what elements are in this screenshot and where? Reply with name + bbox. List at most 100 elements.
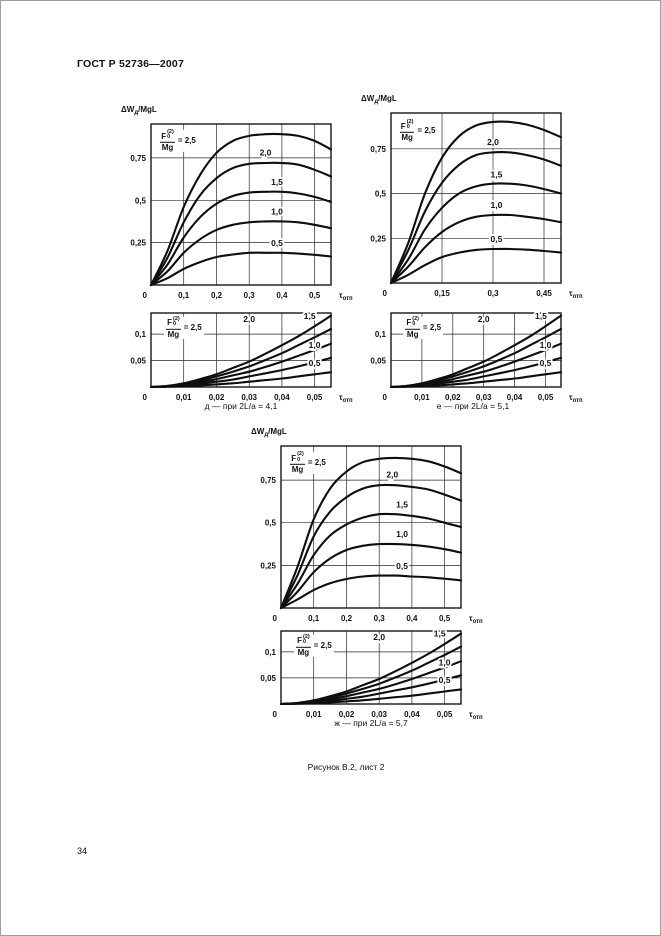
sup-sub: (2) 0 — [167, 128, 174, 141]
curve-1,0 — [149, 220, 333, 287]
x-tick-label: 0,1 — [178, 291, 190, 300]
fraction: F (2) 0 Mg — [290, 450, 305, 474]
chart-zh-detail: 2,0 1,5 1,0 0,5 0,01 0,02 0,03 0,04 0,05 0,05 0,1 0… — [260, 627, 483, 721]
y-tick-label: 0,25 — [260, 561, 276, 570]
document-header: ГОСТ Р 52736—2007 — [77, 58, 185, 70]
fraction-numerator: F (2) 0 — [399, 118, 415, 133]
ratio-value: = 2,5 — [183, 322, 202, 332]
curve-2,0 — [149, 161, 333, 287]
chart-d-detail: 2,0 1,5 1,0 0,5 0,01 0,02 0,03 0,04 0,05 0,05 0,1 0… — [130, 309, 353, 404]
y-tick-label: 0,1 — [265, 648, 277, 657]
curve-label: 1,0 — [490, 200, 502, 210]
curve-label: 2,0 — [386, 470, 398, 480]
fraction-numerator: F (2) 0 — [160, 128, 175, 143]
y-tick-label: 0,25 — [370, 234, 386, 243]
x-axis-label: τотп — [569, 289, 583, 300]
x-tick-label: 0,03 — [476, 393, 492, 402]
curve-label: 1,5 — [434, 629, 446, 639]
fraction-numerator: F (2) 0 — [166, 316, 181, 330]
x-tick-label: 0,05 — [307, 393, 323, 402]
ratio-value: = 2,5 — [313, 640, 332, 650]
curve-label: 1,5 — [271, 177, 283, 187]
chart-zh-main: 2,0 1,5 1,0 0,5 0,1 0,2 0,3 0,4 0,5 0,25 0,5 0,75 0 τ… — [251, 427, 483, 625]
fraction-denominator: Mg — [297, 647, 310, 657]
x-tick-label: 0,3 — [487, 289, 499, 298]
x-tick-label: 0,03 — [241, 393, 257, 402]
ratio-value: = 2,5 — [307, 457, 326, 467]
x-tick-label: 0,01 — [414, 393, 430, 402]
ratio-value: = 2,5 — [423, 322, 442, 332]
y-tick-label: 0,5 — [135, 196, 147, 205]
sup-sub: (2) 0 — [297, 450, 304, 463]
curve-0,5 — [149, 251, 333, 287]
ratio-fraction-label: F (2) 0 Mg = 2,5 — [403, 316, 444, 339]
x-axis-label: τотп — [469, 614, 483, 625]
plot-frame — [390, 312, 562, 388]
plot-frame — [150, 312, 332, 388]
fraction: F (2) 0 Mg — [166, 316, 181, 339]
curve-label: 0,5 — [540, 358, 552, 368]
x-tick-label: 0,5 — [309, 291, 321, 300]
fraction-denominator: Mg — [161, 142, 174, 152]
caption-zh: ж — при 2L/a = 5,7 — [334, 718, 408, 728]
y-axis-label: ΔWд/MgL — [361, 94, 397, 105]
chart-canvas: 2,0 1,5 1,0 0,5 0,15 0,3 0,45 0,25 0,5 0,75 0 τотп Δ… — [361, 94, 583, 300]
x-tick-label: 0,5 — [439, 614, 451, 623]
chart-e-detail: 2,0 1,5 1,0 0,5 0,01 0,02 0,03 0,04 0,05 0,05 0,1 0… — [370, 309, 583, 404]
fraction: F (2) 0 Mg — [405, 316, 421, 339]
curve-label: 1,5 — [490, 169, 502, 179]
caption-d: д — при 2L/a = 4,1 — [204, 401, 278, 411]
page-number: 34 — [77, 846, 88, 856]
curve-2,5 — [389, 120, 563, 285]
sup-sub: (2) 0 — [302, 633, 310, 645]
curve-2,5 — [149, 132, 333, 287]
chart-canvas: 2,0 1,5 1,0 0,5 0,01 0,02 0,03 0,04 0,05 0,05 0,1 0… — [370, 309, 583, 404]
curve-label: 1,0 — [309, 340, 321, 350]
x-tick-label: 0,4 — [406, 614, 418, 623]
chart-d-main: 2,0 1,5 1,0 0,5 0,1 0,2 0,3 0,4 0,5 0,25 0,5 0,75 0 τ… — [121, 105, 353, 302]
x-axis-label: τотп — [339, 291, 353, 302]
x-tick-label: 0,02 — [445, 393, 461, 402]
x-tick-label: 0,01 — [306, 710, 322, 719]
x-axis-label: τотп — [469, 710, 483, 721]
curve-label: 2,0 — [487, 137, 499, 147]
ratio-fraction-label: F (2) 0 Mg = 2,5 — [288, 450, 328, 475]
y-tick-label: 0,05 — [130, 357, 146, 366]
curve-label: 2,0 — [478, 314, 490, 324]
x-tick-label: 0,05 — [437, 710, 453, 719]
chart-e-main: 2,0 1,5 1,0 0,5 0,15 0,3 0,45 0,25 0,5 0,75 0 τотп Δ… — [361, 94, 583, 300]
curve-2,0 — [279, 483, 463, 610]
chart-canvas: 2,0 1,5 1,0 0,5 0,01 0,02 0,03 0,04 0,05 0,05 0,1 0… — [260, 627, 483, 721]
x-tick-label: 0,02 — [339, 710, 355, 719]
x-tick-label: 0,01 — [176, 393, 192, 402]
fraction-denominator: Mg — [406, 329, 419, 339]
fraction-denominator: Mg — [291, 464, 304, 474]
chart-canvas: 2,0 1,5 1,0 0,5 0,1 0,2 0,3 0,4 0,5 0,25 0,5 0,75 0 τ… — [121, 105, 353, 302]
curve-label: 2,0 — [260, 147, 272, 157]
x-tick-label: 0,04 — [404, 710, 420, 719]
curve-2,0 — [389, 150, 563, 285]
y-tick-label: 0,75 — [260, 476, 276, 485]
origin-tick-label: 0 — [273, 614, 278, 623]
x-tick-label: 0,2 — [211, 291, 223, 300]
curve-0,5 — [389, 247, 563, 285]
x-tick-label: 0,3 — [244, 291, 256, 300]
curve-1,5 — [279, 512, 463, 610]
chart-canvas: 2,0 1,5 1,0 0,5 0,1 0,2 0,3 0,4 0,5 0,25 0,5 0,75 0 τ… — [251, 427, 483, 625]
ratio-fraction-label: F (2) 0 Mg = 2,5 — [158, 128, 198, 153]
x-axis-label: τотп — [339, 393, 353, 404]
x-tick-label: 0,1 — [308, 614, 320, 623]
fraction: F (2) 0 Mg — [296, 634, 311, 656]
curve-0,5 — [389, 371, 563, 389]
x-tick-label: 0,02 — [209, 393, 225, 402]
fraction-denominator: Mg — [401, 132, 413, 142]
curve-label: 0,5 — [309, 358, 321, 368]
fraction-numerator: F (2) 0 — [296, 633, 311, 648]
fraction-numerator: F (2) 0 — [290, 450, 305, 465]
curve-0,5 — [279, 688, 463, 706]
sup-sub: (2) 0 — [406, 118, 414, 131]
plot-frame — [390, 112, 562, 284]
curve-label: 1,5 — [535, 311, 547, 321]
fraction-denominator: Mg — [167, 329, 180, 339]
